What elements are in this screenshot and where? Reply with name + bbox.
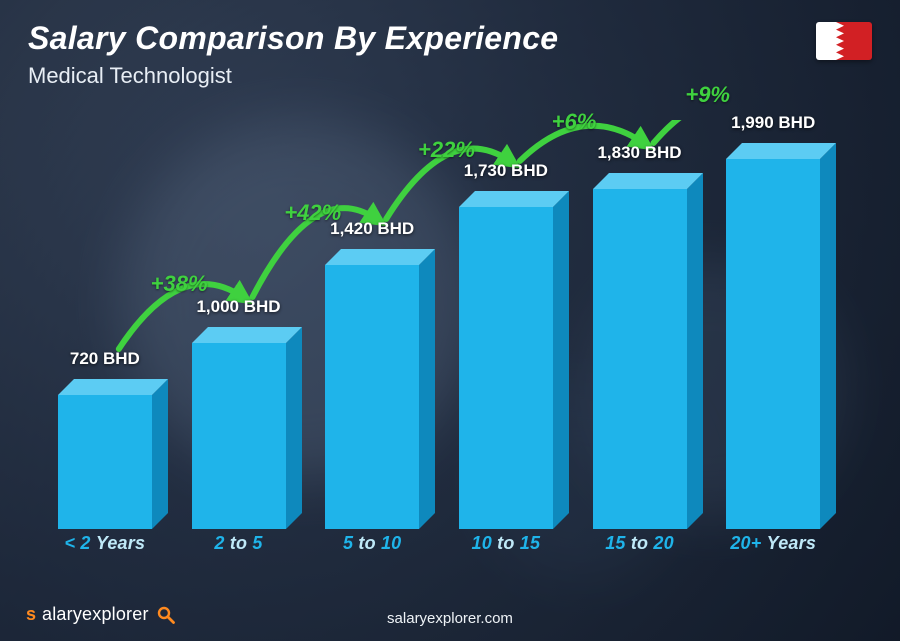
- bar-top-face: [58, 379, 168, 395]
- bar: 1,990 BHD: [726, 159, 820, 529]
- bar: 1,830 BHD: [593, 189, 687, 529]
- delta-label: +22%: [418, 137, 475, 163]
- bar-column: 1,000 BHD: [172, 343, 306, 529]
- delta-label: +38%: [151, 271, 208, 297]
- page-subtitle: Medical Technologist: [28, 63, 872, 89]
- bar-column: 1,420 BHD: [305, 265, 439, 529]
- bar-side-face: [553, 191, 569, 529]
- bar-value-label: 720 BHD: [25, 349, 185, 369]
- bar-top-face: [593, 173, 703, 189]
- x-axis-label: 15 to 20: [573, 533, 707, 563]
- bar-column: 1,730 BHD: [439, 207, 573, 529]
- bar-top-face: [325, 249, 435, 265]
- x-axis-labels: < 2 Years2 to 55 to 1010 to 1515 to 2020…: [38, 533, 840, 563]
- bahrain-flag-icon: [816, 22, 872, 60]
- salary-bar-chart: 720 BHD1,000 BHD1,420 BHD1,730 BHD1,830 …: [38, 120, 840, 563]
- bar-value-label: 1,730 BHD: [426, 161, 586, 181]
- bar-front: [192, 343, 286, 529]
- delta-label: +42%: [284, 200, 341, 226]
- bar-side-face: [152, 379, 168, 529]
- bar-value-label: 1,990 BHD: [693, 113, 853, 133]
- bar-side-face: [286, 327, 302, 529]
- bar-value-label: 1,000 BHD: [159, 297, 319, 317]
- delta-label: +9%: [685, 82, 730, 108]
- bar-side-face: [419, 249, 435, 529]
- bar-top-face: [192, 327, 302, 343]
- bar-front: [593, 189, 687, 529]
- x-axis-label: 20+ Years: [706, 533, 840, 563]
- bar: 1,000 BHD: [192, 343, 286, 529]
- x-axis-label: 2 to 5: [172, 533, 306, 563]
- flag-serration-icon: [816, 22, 872, 60]
- header: Salary Comparison By Experience Medical …: [28, 20, 872, 89]
- bar: 720 BHD: [58, 395, 152, 529]
- bar: 1,730 BHD: [459, 207, 553, 529]
- bar-side-face: [820, 143, 836, 529]
- bar-front: [325, 265, 419, 529]
- x-axis-label: 5 to 10: [305, 533, 439, 563]
- bar-front: [726, 159, 820, 529]
- bar-top-face: [726, 143, 836, 159]
- page-title: Salary Comparison By Experience: [28, 20, 872, 57]
- bar: 1,420 BHD: [325, 265, 419, 529]
- delta-label: +6%: [552, 109, 597, 135]
- bar-side-face: [687, 173, 703, 529]
- x-axis-label: 10 to 15: [439, 533, 573, 563]
- infographic-canvas: Salary Comparison By Experience Medical …: [0, 0, 900, 641]
- footer-url: salaryexplorer.com: [0, 610, 900, 627]
- bar-top-face: [459, 191, 569, 207]
- bar-front: [58, 395, 152, 529]
- bar-column: 720 BHD: [38, 395, 172, 529]
- x-axis-label: < 2 Years: [38, 533, 172, 563]
- bar-column: 1,990 BHD: [706, 159, 840, 529]
- bar-front: [459, 207, 553, 529]
- bar-value-label: 1,830 BHD: [560, 143, 720, 163]
- bars-container: 720 BHD1,000 BHD1,420 BHD1,730 BHD1,830 …: [38, 129, 840, 529]
- bar-column: 1,830 BHD: [573, 189, 707, 529]
